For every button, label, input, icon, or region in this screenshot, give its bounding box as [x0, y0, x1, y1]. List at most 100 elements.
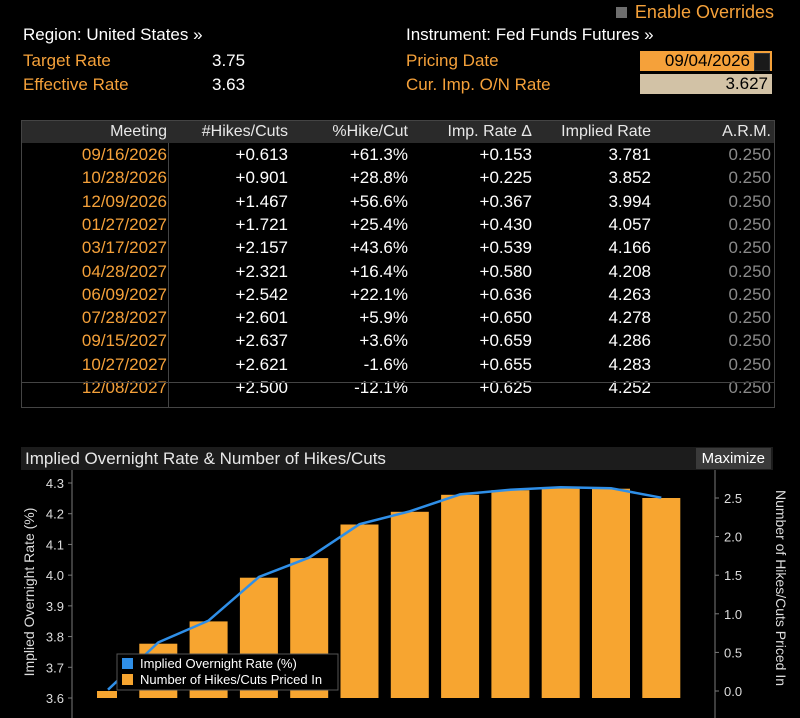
instrument-selector[interactable]: Instrument: Fed Funds Futures »	[406, 25, 654, 44]
cur-rate-field[interactable]: 3.627	[640, 74, 772, 94]
cell-meeting-date: 04/28/2027	[81, 261, 167, 281]
table-row[interactable]: 10/27/2027 +2.621 -1.6% +0.655 4.283 0.250	[22, 353, 774, 376]
table-row[interactable]: 01/27/2027 +1.721 +25.4% +0.430 4.057 0.250	[22, 213, 774, 236]
cell-implied-rate: 4.057	[608, 214, 651, 234]
cell-arm: 0.250	[728, 238, 771, 258]
cell-imp-rate-delta: +0.580	[479, 261, 532, 281]
bar-hikes-cuts	[491, 490, 530, 698]
bar-hikes-cuts	[592, 488, 630, 698]
bar-hikes-cuts	[390, 511, 429, 698]
cell-imp-rate-delta: +0.367	[479, 191, 532, 211]
cell-imp-rate-delta: +0.430	[479, 214, 532, 234]
col-hikes-cuts[interactable]: #Hikes/Cuts	[201, 123, 288, 140]
enable-overrides-label: Enable Overrides	[634, 2, 774, 22]
y2-tick-label: 0.5	[724, 645, 742, 660]
cell-implied-rate: 3.852	[608, 168, 651, 188]
y-axis-title: Implied Overnight Rate (%)	[21, 508, 37, 677]
cell-implied-rate: 4.208	[608, 261, 651, 281]
legend-label-rate: Implied Overnight Rate (%)	[140, 656, 297, 671]
table-row[interactable]: 09/15/2027 +2.637 +3.6% +0.659 4.286 0.250	[22, 329, 774, 352]
table-row[interactable]: 04/28/2027 +2.321 +16.4% +0.580 4.208 0.250	[22, 260, 774, 283]
cell-meeting-date: 09/16/2026	[81, 145, 167, 164]
cell-implied-rate: 4.252	[608, 378, 651, 397]
maximize-button[interactable]: Maximize	[695, 448, 771, 469]
y-tick-label: 3.6	[46, 691, 64, 706]
table-row[interactable]: 09/16/2026 +0.613 +61.3% +0.153 3.781 0.250	[22, 143, 774, 166]
bar-hikes-cuts	[642, 498, 681, 698]
chart-legend: Implied Overnight Rate (%) Number of Hik…	[116, 653, 339, 691]
cell-imp-rate-delta: +0.659	[479, 331, 532, 351]
cell-hikes-cuts: +2.321	[235, 261, 288, 281]
legend-swatch-rate	[122, 658, 133, 669]
y-tick-label: 4.1	[46, 537, 64, 552]
table-row[interactable]: 12/09/2026 +1.467 +56.6% +0.367 3.994 0.250	[22, 190, 774, 213]
col-implied-rate[interactable]: Implied Rate	[561, 123, 651, 140]
table-row[interactable]: 03/17/2027 +2.157 +43.6% +0.539 4.166 0.250	[22, 236, 774, 259]
cell-hikes-cuts: +2.601	[235, 308, 288, 328]
cell-hikes-cuts: +2.542	[235, 284, 288, 304]
column-divider	[168, 143, 169, 407]
checkbox-icon[interactable]	[615, 7, 627, 18]
cell-pct-hike-cut: +25.4%	[349, 214, 408, 234]
cell-imp-rate-delta: +0.625	[479, 378, 532, 397]
chart-title: Implied Overnight Rate & Number of Hikes…	[25, 449, 386, 468]
y2-tick-label: 0.0	[724, 684, 742, 699]
implied-rate-line	[107, 486, 662, 691]
cell-meeting-date: 10/27/2027	[81, 354, 167, 374]
table-row[interactable]: 10/28/2026 +0.901 +28.8% +0.225 3.852 0.250	[22, 166, 774, 189]
col-pct-hike-cut[interactable]: %Hike/Cut	[332, 123, 408, 140]
y2-tick-label: 2.5	[724, 491, 742, 506]
target-rate-label: Target Rate	[23, 51, 111, 70]
col-imp-rate-delta[interactable]: Imp. Rate Δ	[447, 123, 533, 140]
meetings-table: Meeting #Hikes/Cuts %Hike/Cut Imp. Rate …	[21, 120, 775, 408]
cell-imp-rate-delta: +0.650	[479, 308, 532, 328]
cell-meeting-date: 09/15/2027	[81, 331, 167, 351]
table-row[interactable]: 07/28/2027 +2.601 +5.9% +0.650 4.278 0.250	[22, 306, 774, 329]
cell-arm: 0.250	[728, 308, 771, 328]
cell-meeting-date: 01/27/2027	[81, 214, 167, 234]
cell-implied-rate: 4.278	[608, 308, 651, 328]
cell-pct-hike-cut: +3.6%	[359, 331, 408, 351]
bar-hikes-cuts	[97, 691, 117, 698]
cell-pct-hike-cut: +16.4%	[349, 261, 408, 281]
chart-title-bar: Implied Overnight Rate & Number of Hikes…	[21, 447, 773, 470]
cell-implied-rate: 3.781	[608, 145, 651, 164]
cell-implied-rate: 4.286	[608, 331, 651, 351]
cell-arm: 0.250	[728, 378, 771, 397]
bar-hikes-cuts	[441, 494, 480, 698]
cell-pct-hike-cut: +61.3%	[349, 145, 408, 164]
cell-meeting-date: 10/28/2026	[81, 168, 167, 188]
cell-hikes-cuts: +0.613	[235, 145, 288, 164]
calendar-icon[interactable]	[754, 53, 770, 71]
cell-arm: 0.250	[728, 354, 771, 374]
legend-swatch-hikes	[122, 674, 133, 685]
bar-hikes-cuts	[541, 487, 580, 698]
cell-implied-rate: 4.263	[608, 284, 651, 304]
pricing-date-label: Pricing Date	[406, 51, 499, 70]
cell-hikes-cuts: +1.467	[235, 191, 288, 211]
cell-pct-hike-cut: +28.8%	[349, 168, 408, 188]
cell-meeting-date: 07/28/2027	[81, 308, 167, 328]
cell-arm: 0.250	[728, 214, 771, 234]
table-row[interactable]: 06/09/2027 +2.542 +22.1% +0.636 4.263 0.250	[22, 283, 774, 306]
y2-axis-title: Number of Hikes/Cuts Priced In	[773, 490, 789, 686]
col-arm[interactable]: A.R.M.	[722, 123, 771, 140]
effective-rate-label: Effective Rate	[23, 75, 129, 94]
y2-tick-label: 2.0	[724, 530, 742, 545]
table-row[interactable]: 12/08/2027 +2.500 -12.1% +0.625 4.252 0.250	[22, 376, 774, 399]
region-selector[interactable]: Region: United States »	[23, 25, 203, 44]
enable-overrides-toggle[interactable]: Enable Overrides	[615, 2, 774, 23]
col-meeting[interactable]: Meeting	[110, 123, 167, 140]
cell-pct-hike-cut: -12.1%	[354, 378, 408, 397]
y-tick-label: 3.7	[46, 660, 64, 675]
cell-meeting-date: 12/09/2026	[81, 191, 167, 211]
pricing-date-field[interactable]: 09/04/2026	[640, 51, 772, 71]
cell-hikes-cuts: +2.157	[235, 238, 288, 258]
y2-tick-label: 1.0	[724, 607, 742, 622]
cell-arm: 0.250	[728, 284, 771, 304]
cell-implied-rate: 4.283	[608, 354, 651, 374]
table-header: Meeting #Hikes/Cuts %Hike/Cut Imp. Rate …	[22, 121, 774, 143]
bar-hikes-cuts	[340, 524, 379, 698]
legend-label-hikes: Number of Hikes/Cuts Priced In	[140, 672, 322, 687]
cur-rate-label: Cur. Imp. O/N Rate	[406, 75, 551, 94]
